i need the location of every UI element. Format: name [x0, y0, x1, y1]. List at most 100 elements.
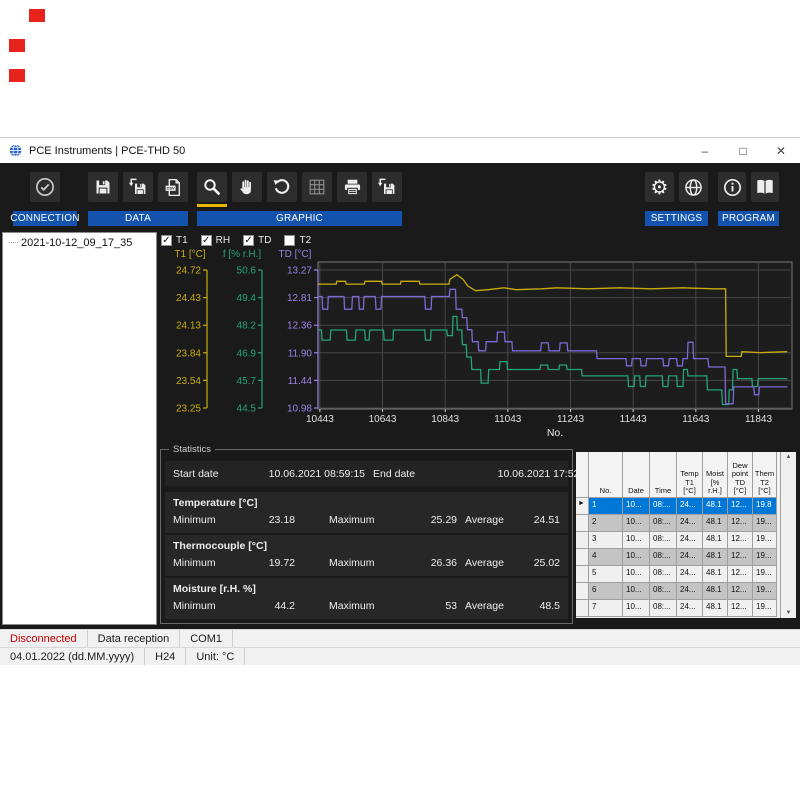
minimize-button[interactable]: – — [701, 143, 709, 158]
table-cell[interactable]: 12... — [728, 515, 753, 532]
table-cell[interactable]: 08:... — [650, 600, 677, 617]
table-cell[interactable]: 08:... — [650, 498, 677, 515]
table-cell[interactable]: 12... — [728, 532, 753, 549]
table-header-cell[interactable]: Moist [% r.H.] — [703, 452, 728, 498]
table-header-cell[interactable]: Dew point TD [°C] — [728, 452, 753, 498]
series-checkbox-t1[interactable]: ✓ T1 — [161, 235, 188, 246]
row-selector-cell[interactable] — [576, 515, 589, 532]
maximize-button[interactable]: □ — [739, 143, 747, 158]
table-cell[interactable]: 08:... — [650, 583, 677, 600]
table-cell[interactable]: 2 — [589, 515, 623, 532]
row-selector-cell[interactable]: ► — [576, 498, 589, 515]
series-checkbox-t2[interactable]: T2 — [284, 235, 311, 246]
table-cell[interactable]: 08:... — [650, 566, 677, 583]
table-cell[interactable]: 12... — [728, 498, 753, 515]
checkbox-checked-icon[interactable]: ✓ — [200, 235, 212, 246]
series-checkbox-rh[interactable]: ✓ RH — [200, 235, 230, 246]
table-row[interactable]: 7 10... 08:... 24... 48.1 12... 19... — [576, 600, 780, 617]
table-cell[interactable]: 24... — [677, 532, 703, 549]
table-cell[interactable]: 08:... — [650, 549, 677, 566]
file-tree-panel[interactable]: 2021-10-12_09_17_35 — [2, 232, 157, 625]
table-cell[interactable]: 48.1 — [703, 498, 728, 515]
table-cell[interactable]: 19... — [753, 515, 777, 532]
table-cell[interactable]: 08:... — [650, 532, 677, 549]
table-header-cell[interactable]: Date — [623, 452, 650, 498]
language-button[interactable] — [679, 172, 708, 202]
table-cell[interactable]: 24... — [677, 600, 703, 617]
table-cell[interactable]: 3 — [589, 532, 623, 549]
load-data-button[interactable] — [123, 172, 153, 202]
pan-tool-button[interactable] — [232, 172, 262, 202]
table-cell[interactable]: 19... — [753, 566, 777, 583]
table-cell[interactable]: 10... — [623, 498, 650, 515]
settings-button[interactable]: ⚙ — [645, 172, 674, 202]
table-row[interactable]: ► 1 10... 08:... 24... 48.1 12... 19.8 — [576, 498, 780, 515]
table-cell[interactable]: 48.1 — [703, 583, 728, 600]
table-cell[interactable]: 48.1 — [703, 549, 728, 566]
table-cell[interactable]: 12... — [728, 600, 753, 617]
row-selector-cell[interactable] — [576, 600, 589, 617]
table-cell[interactable]: 6 — [589, 583, 623, 600]
table-cell[interactable]: 1 — [589, 498, 623, 515]
table-row[interactable]: 3 10... 08:... 24... 48.1 12... 19... — [576, 532, 780, 549]
table-cell[interactable]: 4 — [589, 549, 623, 566]
table-cell[interactable]: 10... — [623, 566, 650, 583]
checkbox-checked-icon[interactable]: ✓ — [161, 235, 172, 246]
table-cell[interactable]: 10... — [623, 532, 650, 549]
reset-view-button[interactable] — [267, 172, 297, 202]
print-graph-button[interactable] — [337, 172, 367, 202]
row-selector-cell[interactable] — [576, 583, 589, 600]
table-row[interactable]: 6 10... 08:... 24... 48.1 12... 19... — [576, 583, 780, 600]
tree-item-dataset[interactable]: 2021-10-12_09_17_35 — [3, 237, 156, 249]
table-cell[interactable]: 24... — [677, 583, 703, 600]
table-row[interactable]: 5 10... 08:... 24... 48.1 12... 19... — [576, 566, 780, 583]
table-cell[interactable]: 10... — [623, 515, 650, 532]
table-cell[interactable]: 7 — [589, 600, 623, 617]
table-cell[interactable]: 24... — [677, 549, 703, 566]
table-vertical-scrollbar[interactable]: ▲ ▼ — [780, 452, 796, 618]
table-cell[interactable]: 24... — [677, 566, 703, 583]
table-cell[interactable]: 10... — [623, 600, 650, 617]
table-header-cell[interactable]: Temp T1 [°C] — [677, 452, 703, 498]
close-button[interactable]: ✕ — [775, 143, 787, 158]
table-cell[interactable]: 48.1 — [703, 532, 728, 549]
scroll-up-icon[interactable]: ▲ — [785, 454, 792, 460]
table-cell[interactable]: 24... — [677, 498, 703, 515]
table-cell[interactable]: 08:... — [650, 515, 677, 532]
table-cell[interactable]: 48.1 — [703, 600, 728, 617]
table-cell[interactable]: 10... — [623, 549, 650, 566]
table-header-cell[interactable]: Time — [650, 452, 677, 498]
info-button[interactable] — [718, 172, 746, 202]
row-selector-cell[interactable] — [576, 532, 589, 549]
table-cell[interactable]: 5 — [589, 566, 623, 583]
measurement-chart[interactable]: 10443 10643 10843 11043 11243 11443 11643 11843… — [160, 245, 800, 443]
table-cell[interactable]: 19... — [753, 532, 777, 549]
table-cell[interactable]: 48.1 — [703, 566, 728, 583]
table-cell[interactable]: 12... — [728, 566, 753, 583]
scroll-down-icon[interactable]: ▼ — [785, 610, 792, 616]
series-checkbox-td[interactable]: ✓ TD — [243, 235, 271, 246]
table-header-cell[interactable]: Them T2 [°C] — [753, 452, 777, 498]
row-selector-cell[interactable] — [576, 549, 589, 566]
table-row[interactable]: 4 10... 08:... 24... 48.1 12... 19... — [576, 549, 780, 566]
table-cell[interactable]: 19.8 — [753, 498, 777, 515]
titlebar[interactable]: PCE Instruments | PCE-THD 50 – □ ✕ — [0, 138, 800, 163]
table-cell[interactable]: 24... — [677, 515, 703, 532]
export-csv-button[interactable]: CSV — [158, 172, 188, 202]
save-graph-button[interactable] — [372, 172, 402, 202]
connection-button[interactable] — [30, 172, 60, 202]
table-cell[interactable]: 12... — [728, 549, 753, 566]
checkbox-checked-icon[interactable]: ✓ — [243, 235, 255, 246]
table-cell[interactable]: 19... — [753, 600, 777, 617]
table-cell[interactable]: 48.1 — [703, 515, 728, 532]
row-selector-cell[interactable] — [576, 566, 589, 583]
save-data-button[interactable] — [88, 172, 118, 202]
zoom-tool-button[interactable] — [197, 172, 227, 207]
grid-toggle-button[interactable] — [302, 172, 332, 202]
table-cell[interactable]: 19... — [753, 583, 777, 600]
table-header-cell[interactable]: No. — [589, 452, 623, 498]
table-cell[interactable]: 12... — [728, 583, 753, 600]
table-cell[interactable]: 19... — [753, 549, 777, 566]
table-cell[interactable]: 10... — [623, 583, 650, 600]
table-row[interactable]: 2 10... 08:... 24... 48.1 12... 19... — [576, 515, 780, 532]
